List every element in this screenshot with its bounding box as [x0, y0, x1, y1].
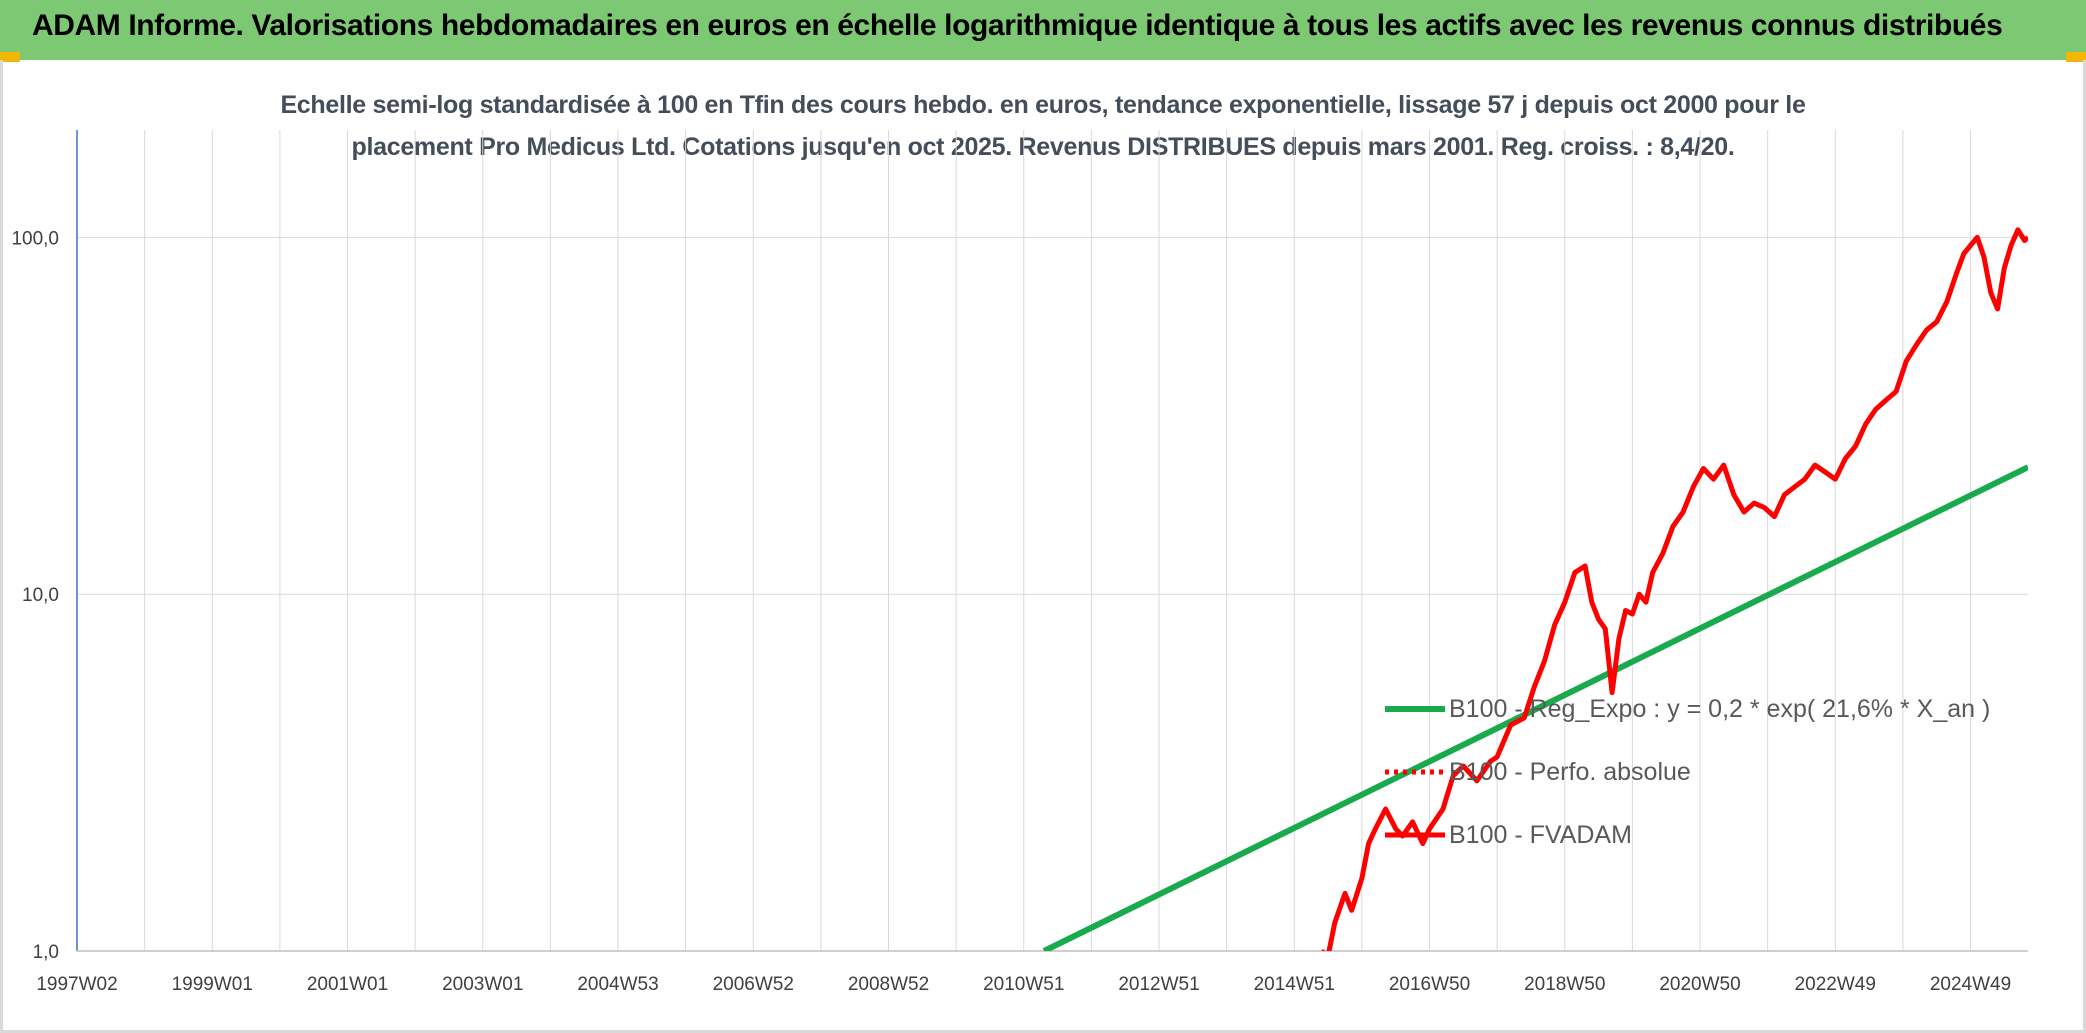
chart-frame — [0, 60, 2086, 1033]
x-tick-label: 2024W49 — [1930, 974, 2011, 995]
x-tick-label: 2003W01 — [442, 974, 523, 995]
x-tick-label: 2022W49 — [1795, 974, 1876, 995]
x-tick-label: 2016W50 — [1389, 974, 1470, 995]
x-tick-label: 2020W50 — [1659, 974, 1740, 995]
corner-marker-right — [2066, 52, 2086, 62]
legend-label: B100 - FVADAM — [1449, 821, 1632, 849]
corner-marker-left — [0, 52, 20, 62]
x-tick-label: 2006W52 — [713, 974, 794, 995]
x-tick-label: 1997W02 — [36, 974, 117, 995]
x-tick-label: 2018W50 — [1524, 974, 1605, 995]
legend-label: B100 - Reg_Expo : y = 0,2 * exp( 21,6% *… — [1449, 695, 1990, 723]
x-tick-label: 2008W52 — [848, 974, 929, 995]
x-tick-label: 2014W51 — [1254, 974, 1335, 995]
x-tick-label: 2004W53 — [577, 974, 658, 995]
x-tick-label: 1999W01 — [172, 974, 253, 995]
x-tick-label: 2001W01 — [307, 974, 388, 995]
chart-title-line-1: Echelle semi-log standardisée à 100 en T… — [280, 91, 1806, 119]
header-title: ADAM Informe. Valorisations hebdomadaire… — [32, 9, 2003, 42]
x-tick-label: 2010W51 — [983, 974, 1064, 995]
legend-label: B100 - Perfo. absolue — [1449, 758, 1691, 786]
x-tick-label: 2012W51 — [1118, 974, 1199, 995]
chart-title-line-2: placement Pro Medicus Ltd. Cotations jus… — [351, 133, 1735, 161]
header-bar: ADAM Informe. Valorisations hebdomadaire… — [0, 0, 2086, 60]
y-tick-label: 1,0 — [33, 942, 59, 963]
series-line-fvadam — [1321, 227, 2028, 951]
y-tick-label: 10,0 — [22, 585, 59, 606]
y-tick-label: 100,0 — [11, 228, 59, 249]
series-line-regression — [1042, 464, 2028, 951]
